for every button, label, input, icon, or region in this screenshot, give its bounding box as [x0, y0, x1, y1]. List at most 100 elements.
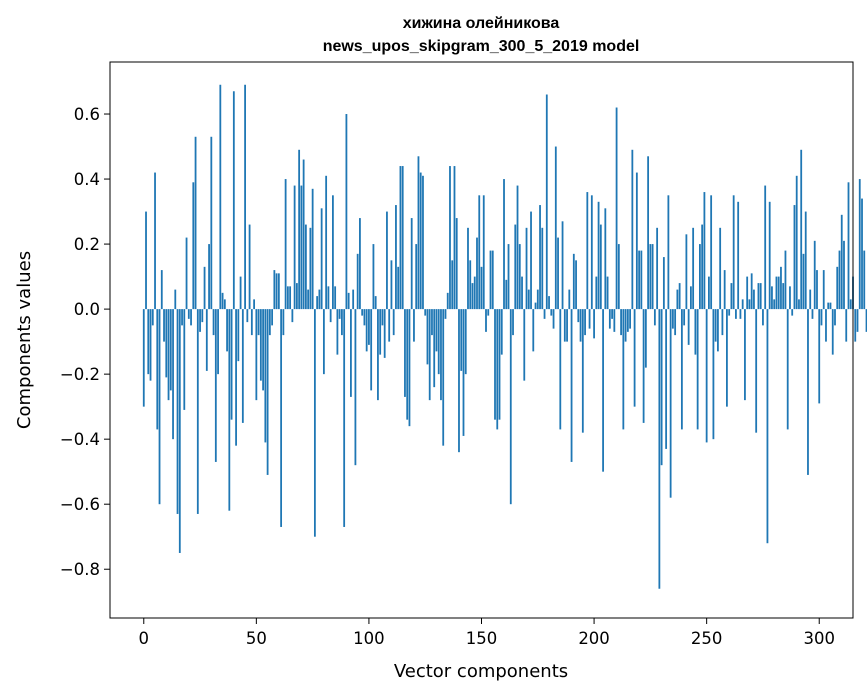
bar [154, 172, 156, 310]
bar [320, 208, 323, 310]
bar [169, 309, 172, 391]
bar [710, 195, 713, 310]
bar [802, 253, 805, 310]
x-tick-label: 250 [691, 629, 723, 648]
y-tick-label: 0.2 [74, 235, 100, 254]
bar [834, 309, 836, 326]
bar [813, 240, 816, 310]
bar [545, 94, 548, 310]
bar [735, 309, 737, 319]
bar [350, 309, 352, 397]
bar [264, 309, 267, 443]
bar [732, 195, 735, 310]
bar [557, 237, 559, 310]
bar [244, 84, 246, 310]
bar [228, 309, 231, 511]
bar [638, 250, 641, 310]
bar [593, 309, 595, 339]
bar [595, 276, 598, 310]
bar [174, 289, 177, 310]
bar [705, 309, 708, 443]
bar [259, 309, 262, 381]
bar [444, 309, 447, 319]
bar [433, 309, 436, 388]
bar [561, 221, 564, 310]
x-tick-label: 100 [353, 629, 385, 648]
bar [417, 156, 420, 310]
bar [327, 286, 330, 310]
bar [410, 218, 413, 310]
bar [156, 309, 159, 430]
bar [692, 227, 695, 310]
bar [518, 244, 521, 310]
bar [757, 283, 760, 310]
bar [687, 309, 690, 345]
bar [629, 309, 631, 329]
bar [232, 91, 235, 310]
bar [631, 149, 634, 310]
bar [861, 198, 863, 310]
bar [377, 309, 379, 401]
bar [766, 309, 769, 544]
bar [550, 309, 553, 316]
bar [789, 286, 791, 310]
bar [689, 286, 692, 310]
bar [458, 309, 460, 453]
bar [313, 309, 316, 537]
bar [318, 289, 321, 310]
bar [667, 195, 670, 310]
bar [773, 299, 776, 310]
bar [469, 260, 472, 310]
bar [613, 309, 616, 332]
bar [807, 309, 809, 475]
bar [494, 309, 496, 420]
bar [190, 309, 192, 326]
bar [680, 309, 683, 430]
bar [289, 286, 292, 310]
bar [737, 201, 740, 310]
bar [858, 179, 861, 310]
bar [653, 309, 656, 326]
bar [728, 309, 731, 316]
bar [329, 309, 332, 323]
bar [336, 309, 339, 355]
bar [239, 276, 242, 310]
bar [678, 283, 681, 310]
bar [831, 309, 834, 355]
bar [343, 309, 346, 527]
bar [615, 107, 618, 310]
bar [151, 309, 154, 326]
bar [825, 309, 827, 342]
bar [635, 172, 638, 310]
bar [759, 283, 762, 310]
bar [406, 309, 409, 420]
bar [372, 244, 375, 310]
bar [755, 309, 758, 433]
bar [359, 218, 361, 310]
bar [793, 205, 796, 310]
bar [536, 289, 539, 310]
bar [365, 309, 368, 352]
bar [322, 309, 325, 375]
bar [640, 250, 643, 310]
bar [676, 289, 679, 310]
bar [604, 208, 607, 310]
bar [532, 309, 535, 352]
bar [568, 289, 571, 310]
bar [219, 84, 222, 310]
bar [307, 289, 310, 310]
bar [298, 149, 301, 310]
bar [503, 179, 505, 310]
bar [671, 309, 674, 329]
bar [325, 175, 328, 310]
bar [541, 227, 544, 310]
bar [521, 276, 523, 310]
bar [845, 309, 848, 342]
bar [606, 276, 609, 310]
bar [462, 309, 465, 436]
y-tick-label: −0.2 [60, 365, 100, 384]
bar [304, 224, 307, 310]
bar [840, 214, 843, 310]
bar [791, 309, 794, 316]
